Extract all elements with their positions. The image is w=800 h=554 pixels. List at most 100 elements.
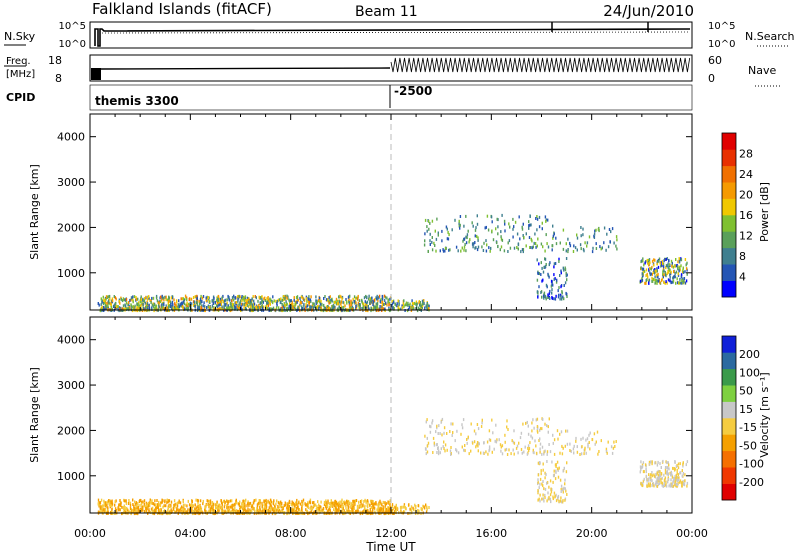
power-cell (647, 261, 649, 265)
velocity-cell (550, 500, 552, 504)
velocity-cell (504, 433, 506, 437)
velocity-cell (273, 509, 275, 513)
power-cell (463, 248, 465, 252)
power-cell (407, 301, 409, 305)
velocity-cell (268, 508, 270, 512)
velocity-cell (489, 438, 492, 442)
velocity-cell (666, 465, 668, 469)
velocity-cell (651, 471, 653, 474)
power-cell (255, 306, 258, 310)
power-cell (497, 244, 499, 248)
velocity-cell (281, 505, 283, 509)
velocity-cell (333, 504, 336, 508)
power-cell (219, 303, 221, 307)
velocity-cell (412, 506, 414, 510)
velocity-cell (137, 506, 139, 509)
velocity-cell (367, 502, 369, 505)
velocity-cell (166, 498, 168, 502)
power-colorbar-segment (722, 231, 736, 249)
power-cell (564, 268, 567, 272)
velocity-cell (561, 452, 564, 456)
velocity-cell (177, 501, 179, 505)
velocity-cell (667, 480, 669, 484)
power-cell (477, 245, 480, 249)
velocity-cell (272, 508, 274, 512)
velocity-cell (319, 504, 321, 508)
power-cell (249, 302, 251, 306)
power-cell (121, 299, 124, 303)
power-colorbar-segment (722, 165, 736, 183)
velocity-cell (331, 501, 333, 505)
velocity-cell (672, 481, 674, 485)
power-cell (221, 296, 223, 300)
power-cell (143, 307, 145, 311)
power-cell (679, 281, 681, 285)
velocity-cell (140, 502, 143, 506)
velocity-cell (369, 507, 371, 511)
velocity-cell (256, 503, 259, 507)
velocity-cell (409, 507, 411, 511)
power-cell (652, 271, 654, 274)
velocity-cell (156, 499, 158, 502)
velocity-cell (231, 503, 234, 507)
velocity-cell (675, 482, 677, 486)
velocity-cell (301, 499, 303, 503)
velocity-cell (564, 487, 566, 491)
velocity-cell (664, 471, 667, 475)
power-cell (217, 295, 220, 299)
velocity-cell (105, 503, 107, 507)
power-cell (221, 305, 223, 309)
power-cell (558, 293, 560, 297)
velocity-cell (468, 452, 470, 456)
power-cell (664, 273, 667, 277)
velocity-cell (149, 498, 151, 502)
power-colorbar-tick: 24 (739, 168, 753, 181)
power-cell (662, 265, 665, 269)
power-cell (611, 227, 614, 231)
velocity-cell (217, 509, 219, 513)
power-cell (382, 307, 384, 311)
velocity-cell (650, 473, 652, 477)
velocity-cell (353, 507, 355, 511)
velocity-cell (473, 429, 476, 433)
velocity-ytick-label: 3000 (57, 379, 85, 392)
power-cell (465, 214, 467, 218)
velocity-cell (575, 439, 577, 443)
velocity-cell (546, 481, 549, 484)
velocity-cell (674, 475, 676, 479)
power-cell (463, 237, 466, 241)
power-cell (677, 260, 679, 264)
velocity-cell (335, 507, 338, 511)
velocity-cell (243, 499, 246, 503)
power-cell (411, 299, 413, 303)
velocity-cell (597, 452, 599, 456)
power-cell (284, 303, 286, 307)
power-cell (654, 268, 656, 271)
power-cell (145, 306, 147, 310)
power-cell (224, 298, 227, 302)
freq-frame (89, 54, 693, 82)
power-cell (554, 262, 557, 265)
velocity-cell (278, 510, 281, 514)
velocity-cell (291, 500, 293, 504)
power-cell (348, 305, 351, 309)
velocity-cell (482, 451, 485, 455)
power-cell (367, 304, 369, 308)
velocity-cell (562, 446, 564, 450)
power-cell (446, 227, 448, 231)
power-cell (339, 294, 341, 298)
nsearch-trace (101, 31, 691, 34)
velocity-cell (382, 500, 384, 504)
power-cell (481, 245, 483, 249)
power-cell (550, 279, 553, 283)
velocity-cell (665, 484, 668, 488)
velocity-cell (314, 503, 317, 507)
power-cell (313, 302, 315, 306)
power-cell (392, 300, 395, 304)
velocity-cell (173, 503, 175, 507)
power-cell (232, 303, 234, 307)
velocity-cell (129, 503, 132, 507)
velocity-cell (160, 512, 163, 516)
power-cell (640, 266, 642, 270)
power-cell (558, 286, 560, 290)
